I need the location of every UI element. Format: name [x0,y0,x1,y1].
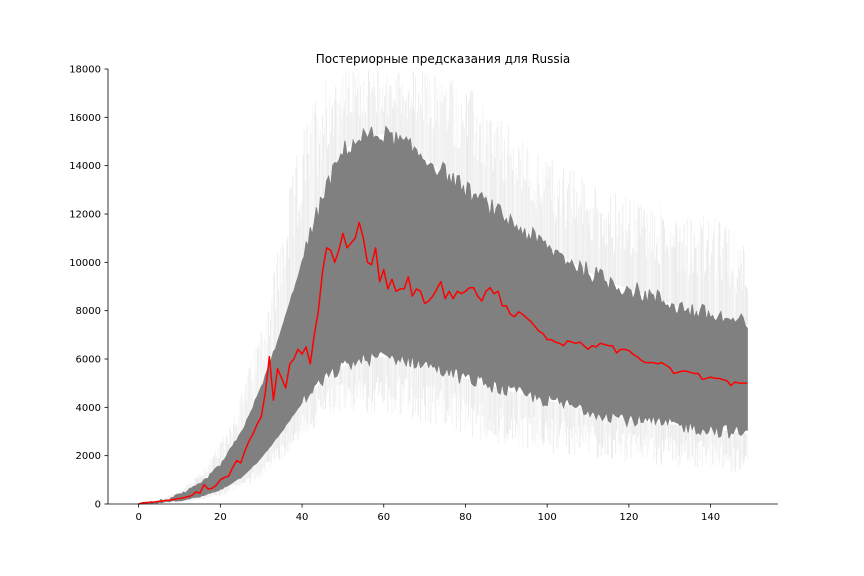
x-tick-label: 40 [296,512,309,523]
y-tick-label: 12000 [69,210,101,221]
y-tick-label: 2000 [76,451,101,462]
x-tick-label: 0 [135,512,141,523]
y-tick-label: 8000 [76,306,101,317]
y-tick-label: 10000 [69,258,101,269]
y-tick-label: 0 [95,500,101,511]
posterior-band [138,70,748,505]
x-tick-label: 120 [619,512,638,523]
axes [107,69,778,505]
x-tick-label: 20 [214,512,227,523]
x-tick-label: 100 [538,512,557,523]
y-tick-label: 4000 [76,403,101,414]
x-tick-label: 140 [701,512,720,523]
posterior-core-area [138,125,748,505]
y-tick-label: 6000 [76,355,101,366]
y-axis-ticks: 0 2000 4000 6000 8000 10000 12000 14000 16000 180… [69,65,108,511]
y-tick-label: 14000 [69,161,101,172]
y-tick-label: 16000 [69,113,101,124]
x-tick-label: 80 [459,512,472,523]
x-axis-ticks: 0 20 40 60 80 100 120 140 [135,504,720,523]
observed-line-0 [138,221,748,505]
chart-title: Постериорные предсказания для Russia [316,52,571,66]
y-tick-label: 18000 [69,65,101,76]
x-tick-label: 60 [377,512,390,523]
observed-series [138,221,748,505]
